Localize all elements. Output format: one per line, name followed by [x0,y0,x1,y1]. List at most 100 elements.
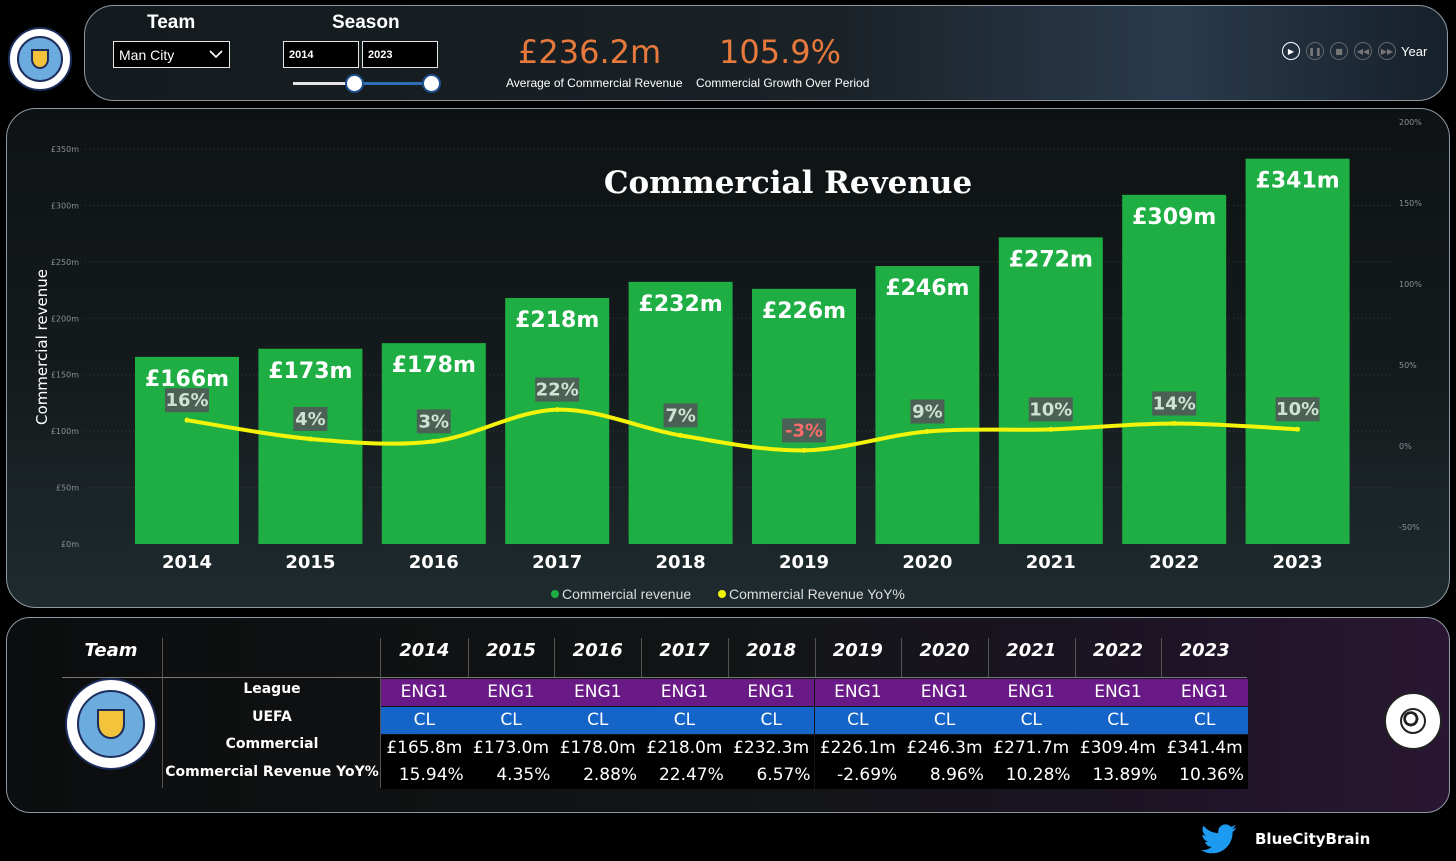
stop-icon[interactable]: ■ [1330,42,1348,60]
x-axis-tick-label: 2021 [1026,552,1076,573]
yoy-point-2022[interactable] [1171,420,1177,426]
season-slider-end-handle[interactable] [422,74,441,93]
table-year-header: 2015 [485,640,537,661]
yoy-data-label: 16% [165,390,208,411]
yoy-point-2021[interactable] [1048,426,1054,432]
table-col-divider [380,638,381,788]
bar-2017[interactable] [505,297,610,544]
commercial-cell: £246.3m [901,735,988,762]
season-slider-start-handle[interactable] [345,74,364,93]
league-cell: ENG1 [987,679,1075,706]
season-start-input[interactable]: 2014 [283,41,359,68]
yoy-point-2014[interactable] [184,417,190,423]
yoy-data-label: 14% [1153,393,1196,414]
play-icon[interactable]: ▶ [1282,42,1300,60]
bar-data-label: £246m [885,276,969,301]
y2-axis-tick-label: 100% [1399,280,1422,289]
commercial-cell: £309.4m [1074,735,1162,762]
season-end-input[interactable]: 2023 [362,41,438,68]
league-cell: ENG1 [554,679,642,706]
yoy-point-2020[interactable] [924,428,930,434]
twitter-bird-icon[interactable] [1200,824,1238,856]
x-axis-tick-label: 2015 [285,552,335,573]
yoy-cell: 13.89% [1074,762,1162,789]
bar-2014[interactable] [135,356,239,544]
previous-icon[interactable]: ◀◀ [1354,42,1372,60]
table-col-divider [641,638,643,678]
uefa-cell: CL [1074,707,1162,734]
bar-2015[interactable] [258,348,363,544]
yoy-data-label: 9% [912,401,943,422]
table-year-header: 2022 [1092,640,1143,661]
commercial-revenue-chart: £0m £50m £100m £150m £200m £250m £300m £350m -50… [33,118,1422,602]
bar-data-label: £166m [145,367,229,392]
yoy-point-2019[interactable] [801,447,807,453]
yoy-series-line[interactable] [186,407,1298,453]
yoy-point-2023[interactable] [1295,426,1301,432]
uefa-cell: CL [987,707,1075,734]
table-col-divider [814,638,816,678]
yoy-point-2016[interactable] [431,438,437,444]
table-panel: Team 2014 2015 2016 2017 2018 2019 2020 2021 202… [6,617,1450,813]
uefa-cell: CL [467,707,555,734]
yoy-data-label: 10% [1029,399,1072,420]
yoy-point-2017[interactable] [554,407,560,413]
row-label-uefa: UEFA [252,709,292,725]
yoy-data-label: 7% [665,405,696,426]
x-axis-tick-label: 2017 [532,552,582,573]
yoy-cell: 15.94% [381,762,468,789]
yoy-label-box [910,399,945,424]
league-cell: ENG1 [1161,679,1248,706]
twitter-handle[interactable]: BlueCityBrain [1255,830,1371,848]
table-year-header: 2019 [832,640,883,661]
uefa-cell: CL [814,707,902,734]
commercial-cell: £178.0m [554,735,642,762]
commercial-cell: £173.0m [467,735,555,762]
y-axis-tick-label: £250m [51,258,79,267]
season-slider-range [355,82,433,85]
yoy-cell: 2.88% [554,762,642,789]
yoy-cell: 10.36% [1161,762,1248,789]
table-year-header: 2020 [919,640,970,661]
bar-2023[interactable] [1245,158,1350,544]
bar-2019[interactable] [752,288,856,544]
pause-icon[interactable]: ❚❚ [1306,42,1324,60]
table-year-header: 2016 [572,640,623,661]
team-filter-label: Team [147,12,196,33]
table-year-header: 2021 [1006,640,1057,661]
league-cell: ENG1 [641,679,728,706]
y2-axis-tick-label: -50% [1399,523,1420,532]
bar-data-label: £173m [268,359,352,384]
table-team-crest-logo [65,678,157,770]
team-dropdown[interactable]: Man City [113,41,230,68]
table-col-divider [162,638,163,788]
bar-data-label: £341m [1256,169,1340,194]
row-label-league: League [243,681,301,697]
league-cell: ENG1 [1074,679,1162,706]
yoy-data-label: 3% [419,411,450,432]
yoy-point-2018[interactable] [678,432,684,438]
league-cell: ENG1 [467,679,555,706]
legend-label[interactable]: Commercial Revenue YoY% [729,586,905,602]
yoy-label-box [1152,391,1197,416]
next-icon[interactable]: ▶▶ [1378,42,1396,60]
bar-2021[interactable] [998,237,1103,545]
bar-2022[interactable] [1122,194,1227,544]
yoy-data-label: 4% [295,409,326,430]
table-year-header: 2023 [1179,640,1230,661]
yoy-label-box [293,406,328,431]
table-year-header: 2014 [399,640,450,661]
kpi-commercial-growth-label: Commercial Growth Over Period [696,76,870,90]
y2-axis-tick-label: 150% [1399,199,1422,208]
bar-data-label: £272m [1009,247,1093,272]
yoy-label-box [535,377,580,402]
play-axis-label: Year [1401,44,1428,59]
table-col-divider [1074,638,1076,678]
table-col-divider [901,638,903,678]
legend-label[interactable]: Commercial revenue [562,586,691,602]
x-axis-tick-label: 2018 [656,552,706,573]
y2-axis-tick-label: 200% [1399,118,1422,127]
yoy-point-2015[interactable] [307,436,313,442]
uefa-cell: CL [901,707,988,734]
legend-marker [551,590,559,598]
